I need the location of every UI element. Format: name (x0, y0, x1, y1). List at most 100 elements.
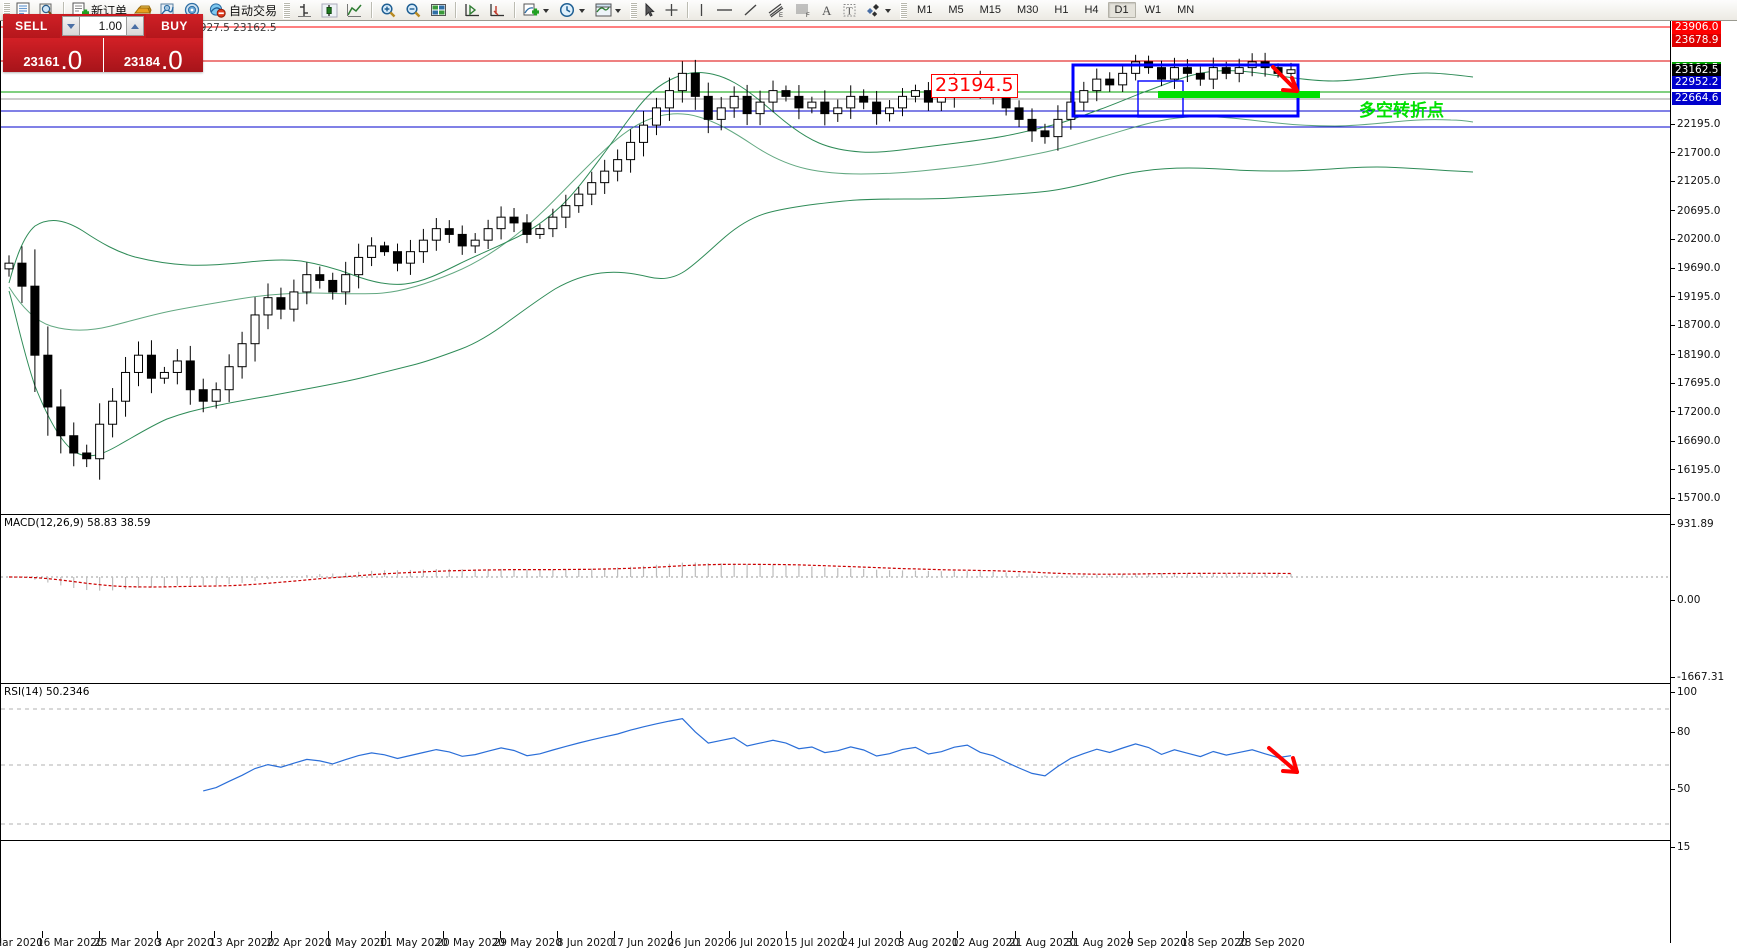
toolbar-separator-4 (514, 2, 516, 18)
signals-icon[interactable] (181, 1, 204, 20)
time-separator (557, 931, 558, 938)
trendline-icon[interactable] (739, 1, 762, 20)
volume-increase-button[interactable] (126, 16, 144, 36)
rsi-label: RSI(14) 50.2346 (4, 686, 90, 698)
volume-input[interactable]: 1.00 (80, 16, 126, 36)
chevron-down-icon-2[interactable] (579, 9, 586, 13)
main-toolbar: 新订单 自动交易 (0, 0, 1737, 21)
gold-bar-icon[interactable] (131, 1, 154, 20)
tile-windows-icon[interactable] (427, 1, 450, 20)
svg-text:F: F (806, 13, 810, 18)
price-marker-label: 22664.6 (1672, 92, 1722, 106)
buy-button[interactable]: 23184 .0 (102, 38, 203, 73)
crosshair-icon[interactable] (661, 1, 682, 20)
equidistant-channel-icon[interactable]: E (764, 1, 789, 20)
volume-decrease-button[interactable] (62, 16, 80, 36)
chart-window[interactable]: JPN225, Daily 23277.5 23337.5 22927.5 23… (0, 21, 1737, 949)
templates-icon[interactable] (592, 1, 626, 20)
time-tick: 24 Jul 2020 (841, 937, 901, 949)
sell-label: SELL (15, 19, 48, 33)
fibonacci-icon[interactable]: F (791, 1, 815, 20)
candlestick-chart-icon[interactable] (318, 1, 341, 20)
toolbar-grip-4[interactable] (900, 1, 908, 19)
sell-price-minor: .0 (60, 45, 83, 75)
toolbar-grip[interactable] (3, 1, 10, 19)
chevron-down-icon[interactable] (543, 9, 550, 13)
zoom-out-icon[interactable] (402, 1, 425, 20)
time-separator (843, 931, 844, 938)
toolbar-separator-3 (455, 2, 457, 18)
time-tick: 29 May 2020 (493, 937, 563, 949)
timeframe-h4[interactable]: H4 (1084, 4, 1099, 16)
auto-trading-label: 自动交易 (229, 3, 278, 18)
macd-pane[interactable]: MACD(12,26,9) 58.83 38.59 (1, 514, 1670, 683)
vertical-line-icon[interactable] (693, 1, 710, 20)
time-tick: 6 Jul 2020 (730, 937, 783, 949)
one-click-trading-panel[interactable]: SELL 1.00 BUY 23161 .0 23184 .0 (3, 14, 203, 75)
price-pane[interactable]: 23194.5 多空转折点 (1, 21, 1670, 514)
macd-chart-svg (1, 562, 1670, 591)
toolbar-grip-3[interactable] (630, 1, 638, 19)
time-separator (900, 931, 902, 938)
price-axis[interactable]: 22195.0 21700.0 21205.0 20695.0 20200.0 19690… (1670, 21, 1737, 943)
timeframe-w1[interactable]: W1 (1144, 4, 1162, 16)
auto-scroll-icon[interactable] (486, 1, 509, 20)
bar-chart-icon[interactable] (293, 1, 316, 20)
timeframe-d1[interactable]: D1 (1107, 2, 1136, 18)
time-separator (42, 931, 44, 938)
time-tick: 9 Sep 2020 (1127, 937, 1187, 949)
horizontal-line-icon[interactable] (712, 1, 737, 20)
indicators-icon[interactable] (520, 1, 554, 20)
time-tick: 28 Sep 2020 (1238, 937, 1305, 949)
time-separator (213, 931, 215, 938)
time-separator (271, 931, 272, 938)
timeframe-h1[interactable]: H1 (1054, 4, 1069, 16)
terminal-icon[interactable] (13, 1, 34, 20)
text-label-icon[interactable]: A (817, 1, 837, 20)
time-separator (1014, 931, 1016, 938)
price-tick: 20695.0 (1671, 205, 1720, 217)
price-tick: 20200.0 (1671, 233, 1720, 245)
time-tick: 1 May 2020 (325, 937, 388, 949)
time-tick: 25 Mar 2020 (94, 937, 161, 949)
shapes-icon[interactable] (862, 1, 896, 20)
periods-icon[interactable] (556, 1, 590, 20)
time-separator (385, 931, 387, 938)
zoom-in-icon[interactable] (377, 1, 400, 20)
triangle-up-icon (131, 23, 139, 29)
cursor-icon[interactable] (640, 1, 659, 20)
time-separator (328, 931, 330, 938)
price-box-label[interactable]: 23194.5 (931, 74, 1018, 98)
price-marker-label: 23162.5 (1672, 63, 1722, 77)
timeframe-m30[interactable]: M30 (1017, 4, 1039, 16)
time-separator (499, 931, 501, 938)
macd-tick: 0.00 (1671, 594, 1700, 606)
macd-label: MACD(12,26,9) 58.83 38.59 (4, 517, 151, 529)
line-chart-icon[interactable] (343, 1, 366, 20)
auto-trading-icon[interactable]: 自动交易 (206, 1, 279, 20)
timeframe-mn[interactable]: MN (1177, 4, 1195, 16)
timeframe-m1[interactable]: M1 (917, 4, 933, 16)
time-tick: 17 Jun 2020 (610, 937, 674, 949)
chevron-down-icon-4[interactable] (885, 9, 892, 13)
timeframe-m5[interactable]: M5 (948, 4, 964, 16)
chevron-down-icon-3[interactable] (615, 9, 622, 13)
price-tick: 21700.0 (1671, 147, 1720, 159)
volume-stepper[interactable]: 1.00 (60, 14, 146, 38)
toolbar-grip-2[interactable] (283, 1, 291, 19)
time-separator (1186, 931, 1188, 938)
turning-point-text[interactable]: 多空转折点 (1359, 101, 1444, 121)
timeframe-m15[interactable]: M15 (979, 4, 1001, 16)
price-tick: 16690.0 (1671, 435, 1720, 447)
rsi-pane[interactable]: RSI(14) 50.2346 (1, 683, 1670, 840)
text-icon[interactable]: T (839, 1, 860, 20)
time-separator (1243, 931, 1245, 938)
sell-price-major: 23161 (23, 54, 60, 69)
chart-shift-icon[interactable] (461, 1, 484, 20)
price-tick: 18190.0 (1671, 349, 1720, 361)
oct-header: SELL 1.00 BUY (3, 14, 203, 38)
sell-button[interactable]: 23161 .0 (3, 38, 103, 75)
price-tick: 22195.0 (1671, 118, 1720, 130)
